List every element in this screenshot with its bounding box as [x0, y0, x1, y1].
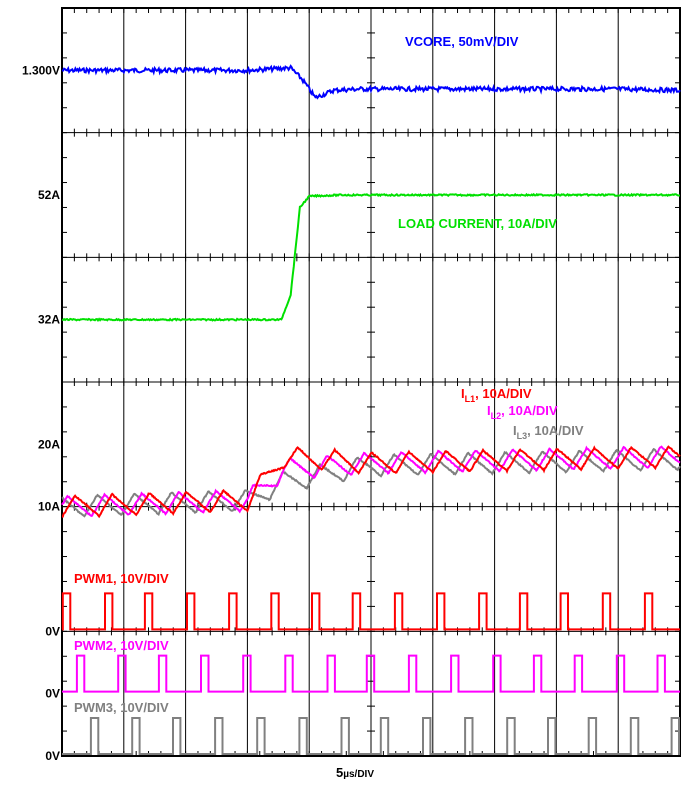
y-marker-label: 52A: [38, 188, 60, 202]
y-marker-label: 10A: [38, 500, 60, 514]
y-marker-label: 0V: [45, 624, 60, 638]
y-axis-markers: 1.300V 52A 32A 20A 10A 0V 0V 0V: [22, 63, 60, 763]
label-pwm1: PWM1, 10V/DIV: [74, 571, 169, 586]
label-pwm3: PWM3, 10V/DIV: [74, 700, 169, 715]
label-pwm2: PWM2, 10V/DIV: [74, 638, 169, 653]
y-marker-label: 1.300V: [22, 63, 60, 77]
label-load-current: LOAD CURRENT, 10A/DIV: [398, 216, 557, 231]
y-marker-label: 0V: [45, 687, 60, 701]
label-il3: IL3, 10A/DIV: [513, 423, 584, 441]
y-marker-label: 20A: [38, 437, 60, 451]
label-il2: IL2, 10A/DIV: [487, 403, 558, 421]
label-vcore: VCORE, 50mV/DIV: [405, 34, 519, 49]
label-il1: IL1, 10A/DIV: [461, 386, 532, 404]
x-axis-label: 5µs/DIV: [336, 765, 374, 780]
y-marker-label: 32A: [38, 313, 60, 327]
y-marker-label: 0V: [45, 749, 60, 763]
